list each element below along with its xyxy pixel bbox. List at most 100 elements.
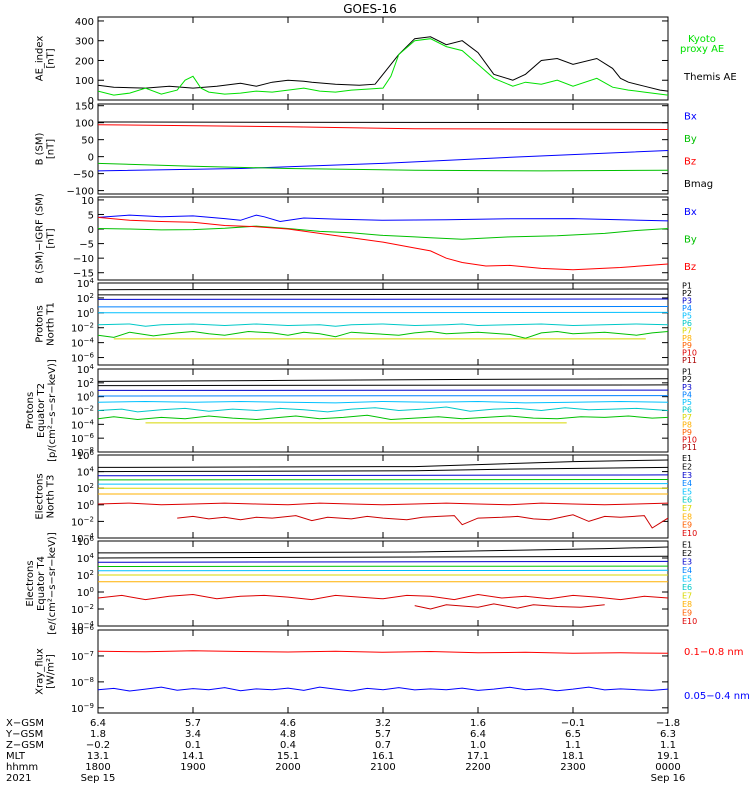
y-axis-label: B (SM)−IGRF (SM) [35,193,46,284]
series-line-e3 [98,560,668,563]
legend-entry: P10 [682,349,697,358]
y-tick-label: −100 [67,187,94,198]
y-tick-label: 50 [81,136,94,147]
y-tick-label: −10 [73,254,94,265]
legend-entry: Bmag [684,179,713,190]
x-axis-row-value: 1.0 [470,740,486,751]
legend-entry: E3 [682,557,692,566]
y-tick-label: 100 [75,76,94,87]
legend-entry: P4 [682,304,692,313]
legend-entry: 0.1−0.8 nm [684,647,743,658]
legend-entry: E8 [682,512,692,521]
y-tick-label: 104 [77,363,95,376]
series-line-e9 [414,603,605,610]
series-line-bz [98,216,668,271]
series-line-by [98,225,668,240]
series-line-p1 [98,378,668,382]
panel-protons-t1: 104 102 100 10−2 10−4 10−6 Protons North T1 P1P2… [35,277,697,366]
x-axis-row-value: 13.1 [87,751,109,762]
x-axis-row-label: Y−GSM [5,729,43,740]
y-tick-label: 10−8 [71,446,94,459]
legend: Bx By Bz Bmag [684,111,713,190]
y-axis-label: Protons [25,392,36,429]
legend-entry: Bx [684,111,697,122]
y-axis-label: B (SM) [35,132,46,165]
x-axis-row-value: 0.7 [375,740,391,751]
series-line-p7 [98,414,668,421]
y-tick-label: 0 [88,96,94,107]
y-tick-label: 10−7 [71,650,94,663]
x-axis-row-value: 1.8 [90,729,106,740]
y-tick-label: 106 [77,449,95,462]
x-axis-row-label: hhmm [6,762,38,773]
series-line-e1 [98,459,668,468]
legend-entry: E5 [682,574,692,583]
y-tick-label: 10−4 [71,532,95,545]
y-tick-label: 106 [77,535,95,548]
y-axis-label: [nT] [46,139,57,159]
legend-entry: P8 [682,420,692,429]
legend-entry: E4 [682,566,692,575]
series-line-e1 [98,546,668,554]
legend-entry: P1 [682,282,692,291]
y-tick-label: 10−6 [71,432,95,445]
y-tick-label: 102 [77,377,94,390]
x-axis-row-value: 0000 [655,762,680,773]
panel-frame [97,540,669,627]
y-axis-label: Electrons [25,560,36,606]
panel-db: 10 5 0 −5 −10 −15 B (SM)−IGRF (SM) [nT] Bx By Bz [35,193,697,284]
legend-entry: P1 [682,368,692,377]
series-line-p5 [98,400,668,404]
series-line-0-1-0-8-nm [98,650,668,654]
panel-b: 150 100 50 0 −50 −100 B (SM) [nT] Bx By Bz Bmag [35,102,714,198]
y-tick-label: 100 [77,499,94,512]
legend-entry: P8 [682,334,692,343]
y-axis-label: [e/(cm²−s−sr−keV)] [47,532,58,635]
legend-entry: E5 [682,487,692,496]
legend-entry: By [684,235,697,246]
y-tick-label: 100 [75,119,94,130]
y-tick-label: 10−4 [71,620,95,633]
series-line-0-05-0-4-nm [98,686,668,692]
panel-electrons-t4: 106 104 102 100 10−2 10−4 Electrons Equator T4[… [25,532,697,635]
legend-entry: proxy AE [680,44,724,55]
legend-entry: E10 [682,529,697,538]
y-tick-label: 200 [75,56,94,67]
y-tick-label: 10−6 [71,624,95,637]
series-line-e5 [98,483,668,485]
series-line-themis-ae [98,36,668,92]
legend-entry: P3 [682,383,692,392]
legend-entry: E3 [682,471,692,480]
y-tick-label: 300 [75,37,94,48]
date-start: Sep 15 [81,773,116,784]
legend: 0.1−0.8 nm 0.05−0.4 nm [684,647,750,702]
x-axis-row-value: 6.4 [90,718,106,729]
x-axis-row-value: 1900 [180,762,205,773]
panel-frame [97,368,669,453]
legend-entry: P7 [682,326,692,335]
series-group [98,650,668,692]
x-axis-row-label: MLT [6,751,26,762]
legend-entry: P3 [682,297,692,306]
y-axis-label: North T3 [46,475,57,519]
x-axis-row-value: 1.6 [470,718,486,729]
series-line-bmag [98,121,668,124]
x-axis-row-label: X−GSM [6,718,44,729]
panel-frame [97,196,669,281]
legend-entry: E10 [682,617,697,626]
series-line-e5 [98,569,668,572]
series-line-bx [98,150,668,172]
legend: Bx By Bz [684,207,697,273]
x-axis-row-value: 0.4 [280,740,296,751]
legend-entry: P2 [682,375,692,384]
legend-entry: E1 [682,540,692,549]
panel-frame [97,629,669,714]
y-tick-label: 150 [75,102,94,113]
series-line-by [98,162,668,172]
